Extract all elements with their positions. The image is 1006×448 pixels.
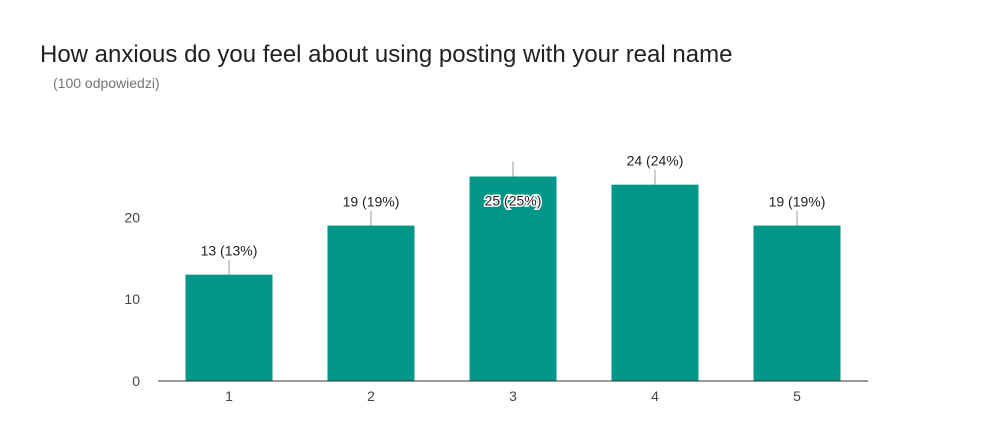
y-tick-label: 20 (124, 209, 140, 225)
bar-2 (327, 225, 415, 381)
bar-5 (753, 225, 841, 381)
data-label: 25 (25%) (485, 193, 542, 209)
x-tick-label: 1 (225, 388, 233, 404)
y-tick-label: 0 (132, 373, 140, 389)
x-tick-label: 3 (509, 388, 517, 404)
chart-title: How anxious do you feel about using post… (40, 41, 733, 68)
bar-1 (185, 274, 273, 381)
bar-3 (469, 176, 557, 381)
x-tick-label: 2 (367, 388, 375, 404)
x-tick-label: 5 (793, 388, 801, 404)
data-labels-group: 13 (13%) 19 (19%) 25 (25%) 24 (24%) 19 (19%) (201, 153, 826, 275)
bar-4 (611, 184, 699, 381)
data-label: 24 (24%) (627, 153, 684, 169)
chart-subtitle: (100 odpowiedzi) (53, 75, 160, 91)
data-label: 19 (19%) (343, 194, 400, 210)
axis-group: 0 10 20 1 2 3 4 5 (124, 209, 868, 404)
data-label: 19 (19%) (769, 194, 826, 210)
y-tick-label: 10 (124, 291, 140, 307)
data-label: 13 (13%) (201, 243, 258, 259)
x-tick-label: 4 (651, 388, 659, 404)
bars-group (185, 176, 841, 381)
